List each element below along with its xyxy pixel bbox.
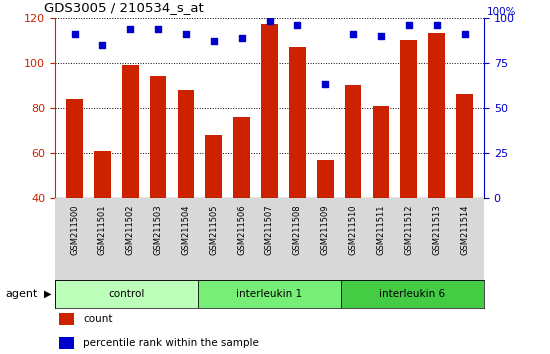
Point xyxy=(404,22,413,28)
Point xyxy=(349,31,358,37)
Text: 100%: 100% xyxy=(487,7,516,17)
Bar xyxy=(428,34,445,198)
Text: GSM211510: GSM211510 xyxy=(349,205,358,255)
Text: percentile rank within the sample: percentile rank within the sample xyxy=(83,338,258,348)
Text: GDS3005 / 210534_s_at: GDS3005 / 210534_s_at xyxy=(44,1,204,14)
Point xyxy=(182,31,190,37)
Bar xyxy=(150,76,167,198)
Bar xyxy=(289,47,306,198)
Text: agent: agent xyxy=(6,289,38,299)
Text: GSM211508: GSM211508 xyxy=(293,205,302,255)
Point xyxy=(293,22,302,28)
Bar xyxy=(261,24,278,198)
Point xyxy=(460,31,469,37)
Bar xyxy=(345,85,361,198)
Point xyxy=(432,22,441,28)
Bar xyxy=(55,280,198,308)
Point xyxy=(70,31,79,37)
Text: GSM211512: GSM211512 xyxy=(404,205,413,255)
Bar xyxy=(317,160,333,198)
Text: ▶: ▶ xyxy=(44,289,52,299)
Text: interleukin 6: interleukin 6 xyxy=(379,289,446,299)
Point xyxy=(98,42,107,47)
Text: GSM211513: GSM211513 xyxy=(432,205,441,255)
Bar xyxy=(372,106,389,198)
Bar xyxy=(341,280,484,308)
Text: GSM211514: GSM211514 xyxy=(460,205,469,255)
Bar xyxy=(94,151,111,198)
Text: GSM211504: GSM211504 xyxy=(182,205,190,255)
Text: GSM211503: GSM211503 xyxy=(153,205,163,255)
Point xyxy=(321,82,329,87)
Bar xyxy=(122,65,139,198)
Bar xyxy=(178,90,194,198)
Text: GSM211511: GSM211511 xyxy=(376,205,386,255)
Point xyxy=(126,26,135,32)
Text: GSM211505: GSM211505 xyxy=(210,205,218,255)
Text: GSM211500: GSM211500 xyxy=(70,205,79,255)
Text: GSM211502: GSM211502 xyxy=(126,205,135,255)
Point xyxy=(153,26,162,32)
Point xyxy=(377,33,386,39)
Text: GSM211509: GSM211509 xyxy=(321,205,329,255)
Bar xyxy=(456,95,473,198)
Text: interleukin 1: interleukin 1 xyxy=(236,289,302,299)
Text: GSM211507: GSM211507 xyxy=(265,205,274,255)
Point xyxy=(265,18,274,24)
Text: GSM211506: GSM211506 xyxy=(237,205,246,255)
Point xyxy=(237,35,246,40)
Bar xyxy=(59,313,74,325)
Bar xyxy=(66,99,83,198)
Bar xyxy=(206,135,222,198)
Text: count: count xyxy=(83,314,112,324)
Bar xyxy=(59,337,74,349)
Point xyxy=(210,38,218,44)
Text: control: control xyxy=(108,289,145,299)
Bar xyxy=(400,40,417,198)
Text: GSM211501: GSM211501 xyxy=(98,205,107,255)
Bar xyxy=(198,280,341,308)
Bar xyxy=(233,117,250,198)
